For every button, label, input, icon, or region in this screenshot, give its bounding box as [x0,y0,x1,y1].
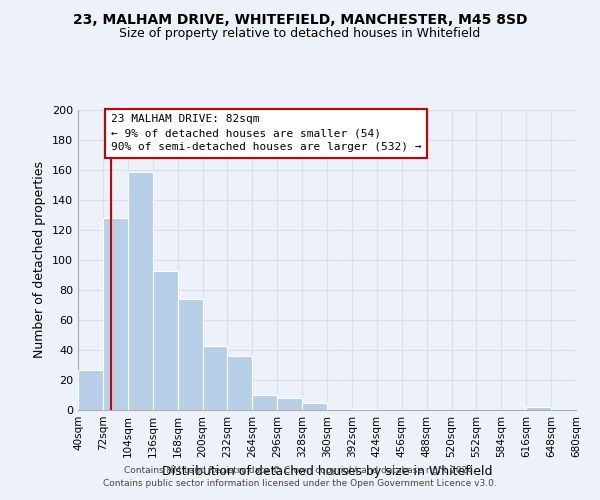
Bar [203,346,227,410]
X-axis label: Distribution of detached houses by size in Whitefield: Distribution of detached houses by size … [162,466,492,478]
Y-axis label: Number of detached properties: Number of detached properties [34,162,46,358]
Text: Size of property relative to detached houses in Whitefield: Size of property relative to detached ho… [119,28,481,40]
Bar [526,407,551,410]
Bar [103,218,128,410]
Bar [78,370,103,410]
Bar [277,398,302,410]
Text: 23 MALHAM DRIVE: 82sqm
← 9% of detached houses are smaller (54)
90% of semi-deta: 23 MALHAM DRIVE: 82sqm ← 9% of detached … [110,114,421,152]
Bar [152,270,178,410]
Bar [302,402,327,410]
Bar [352,408,377,410]
Text: 23, MALHAM DRIVE, WHITEFIELD, MANCHESTER, M45 8SD: 23, MALHAM DRIVE, WHITEFIELD, MANCHESTER… [73,12,527,26]
Bar [178,299,203,410]
Bar [253,395,277,410]
Bar [128,172,153,410]
Text: Contains HM Land Registry data © Crown copyright and database right 2024.
Contai: Contains HM Land Registry data © Crown c… [103,466,497,487]
Bar [227,356,253,410]
